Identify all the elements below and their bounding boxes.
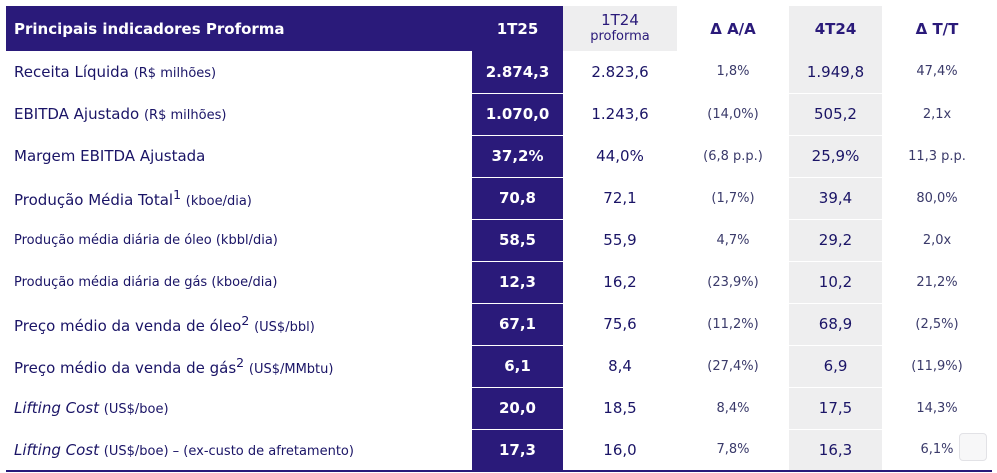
cell-delta-aa: (27,4%) [677, 345, 789, 388]
col-header-1t25: 1T25 [472, 6, 563, 51]
cell-delta-aa: (1,7%) [677, 177, 789, 220]
row-label-unit: (US$/boe) [103, 402, 169, 417]
row-label: Preço médio da venda de óleo2 (US$/bbl) [6, 303, 472, 346]
row-label-main: Preço médio da venda de óleo [14, 317, 242, 335]
row-label-main: Margem EBITDA Ajustada [14, 147, 206, 165]
cell-4t24: 505,2 [789, 93, 882, 136]
cell-delta-tt: (11,9%) [882, 345, 992, 388]
table-header-row: Principais indicadores Proforma 1T25 1T2… [6, 6, 992, 51]
cell-delta-aa: 8,4% [677, 387, 789, 430]
row-label-unit: (US$/boe) – (ex-custo de afretamento) [103, 443, 354, 459]
cell-1t25: 67,1 [472, 303, 563, 346]
cell-1t25: 1.070,0 [472, 93, 563, 136]
cell-4t24: 29,2 [789, 219, 882, 262]
cell-4t24: 68,9 [789, 303, 882, 346]
cell-delta-tt: 80,0% [882, 177, 992, 220]
cell-1t25: 20,0 [472, 387, 563, 430]
row-label: Produção média diária de óleo (kbbl/dia) [6, 219, 472, 262]
row-label: Produção Média Total1 (kboe/dia) [6, 177, 472, 220]
table-row: Preço médio da venda de gás2 (US$/MMbtu)… [6, 345, 992, 388]
table-title: Principais indicadores Proforma [6, 6, 472, 51]
row-label: Lifting Cost (US$/boe) [6, 387, 472, 430]
row-label: Receita Líquida (R$ milhões) [6, 51, 472, 94]
cell-1t25: 2.874,3 [472, 51, 563, 94]
cell-4t24: 1.949,8 [789, 51, 882, 94]
cell-delta-tt: 2,0x [882, 219, 992, 262]
cell-delta-aa: (14,0%) [677, 93, 789, 136]
row-label-main: Lifting Cost [14, 440, 99, 459]
cell-1t24: 18,5 [563, 387, 677, 430]
row-label-unit: (US$/bbl) [254, 320, 315, 335]
table-row: Preço médio da venda de óleo2 (US$/bbl) … [6, 303, 992, 346]
cell-1t25: 12,3 [472, 261, 563, 304]
row-label-unit: (R$ milhões) [133, 65, 217, 81]
footnote-marker: 1 [173, 187, 182, 202]
cell-1t24: 2.823,6 [563, 51, 677, 94]
table-row: Produção média diária de gás (kboe/dia) … [6, 261, 992, 304]
row-label: Lifting Cost (US$/boe) – (ex-custo de af… [6, 429, 472, 472]
cell-4t24: 10,2 [789, 261, 882, 304]
indicators-table: Principais indicadores Proforma 1T25 1T2… [6, 6, 992, 472]
row-label-main: Receita Líquida [14, 62, 129, 81]
cell-delta-tt: 14,3% [882, 387, 992, 430]
cell-1t24: 16,2 [563, 261, 677, 304]
table-row: EBITDA Ajustado (R$ milhões) 1.070,0 1.2… [6, 93, 992, 136]
row-label: Produção média diária de gás (kboe/dia) [6, 261, 472, 304]
row-label: Margem EBITDA Ajustada [6, 135, 472, 178]
row-label-main: EBITDA Ajustado [14, 105, 140, 123]
table-row: Produção Média Total1 (kboe/dia) 70,8 72… [6, 177, 992, 220]
cell-delta-aa: (6,8 p.p.) [677, 135, 789, 178]
cell-1t25: 58,5 [472, 219, 563, 262]
col-header-delta-aa: Δ A/A [677, 6, 789, 51]
col-header-4t24: 4T24 [789, 6, 882, 51]
cell-1t24: 44,0% [563, 135, 677, 178]
table-row: Lifting Cost (US$/boe) 20,0 18,5 8,4% 17… [6, 387, 992, 430]
cell-1t24: 55,9 [563, 219, 677, 262]
row-label-main: Produção Média Total [14, 191, 174, 209]
col-header-delta-tt: Δ T/T [882, 6, 992, 51]
table-row: Produção média diária de óleo (kbbl/dia)… [6, 219, 992, 262]
cell-1t25: 6,1 [472, 345, 563, 388]
cell-delta-aa: (23,9%) [677, 261, 789, 304]
col-header-1t24-label: 1T24 [601, 11, 639, 29]
cell-1t24: 75,6 [563, 303, 677, 346]
cell-delta-tt: 21,2% [882, 261, 992, 304]
cell-1t24: 16,0 [563, 429, 677, 472]
cell-4t24: 25,9% [789, 135, 882, 178]
table-row: Margem EBITDA Ajustada 37,2% 44,0% (6,8 … [6, 135, 992, 178]
corner-overlay-widget[interactable] [959, 433, 987, 461]
cell-delta-aa: (11,2%) [677, 303, 789, 346]
cell-1t24: 8,4 [563, 345, 677, 388]
cell-delta-aa: 4,7% [677, 219, 789, 262]
cell-delta-tt: 47,4% [882, 51, 992, 94]
row-label-main: Preço médio da venda de gás [14, 359, 237, 377]
cell-1t24: 72,1 [563, 177, 677, 220]
cell-delta-aa: 7,8% [677, 429, 789, 472]
cell-1t24: 1.243,6 [563, 93, 677, 136]
cell-4t24: 6,9 [789, 345, 882, 388]
cell-delta-aa: 1,8% [677, 51, 789, 94]
row-label-unit: (US$/MMbtu) [248, 362, 334, 377]
footnote-marker: 2 [236, 355, 245, 370]
cell-4t24: 16,3 [789, 429, 882, 472]
cell-delta-tt: 11,3 p.p. [882, 135, 992, 178]
row-label: EBITDA Ajustado (R$ milhões) [6, 93, 472, 136]
footnote-marker: 2 [241, 313, 250, 328]
col-header-1t24: 1T24 proforma [563, 6, 677, 51]
cell-4t24: 17,5 [789, 387, 882, 430]
row-label-unit: (R$ milhões) [143, 108, 227, 123]
cell-1t25: 37,2% [472, 135, 563, 178]
row-label-main: Lifting Cost [14, 399, 99, 417]
table-row: Lifting Cost (US$/boe) – (ex-custo de af… [6, 429, 992, 472]
col-header-1t24-sub: proforma [590, 29, 650, 44]
row-label: Preço médio da venda de gás2 (US$/MMbtu) [6, 345, 472, 388]
cell-delta-tt: 2,1x [882, 93, 992, 136]
cell-1t25: 17,3 [472, 429, 563, 472]
cell-1t25: 70,8 [472, 177, 563, 220]
row-label-unit: (kboe/dia) [185, 194, 252, 209]
cell-4t24: 39,4 [789, 177, 882, 220]
cell-delta-tt: (2,5%) [882, 303, 992, 346]
table-row: Receita Líquida (R$ milhões) 2.874,3 2.8… [6, 51, 992, 94]
